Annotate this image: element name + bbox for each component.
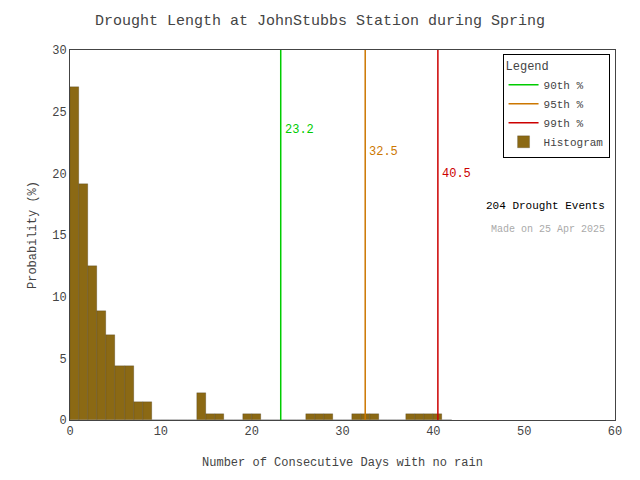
svg-text:Drought Length at JohnStubbs S: Drought Length at JohnStubbs Station dur… — [95, 13, 545, 30]
svg-text:90th %: 90th % — [544, 80, 584, 92]
svg-text:30: 30 — [335, 425, 349, 439]
svg-text:Number of Consecutive Days wit: Number of Consecutive Days with no rain — [202, 456, 483, 470]
svg-text:40: 40 — [426, 425, 440, 439]
svg-text:60: 60 — [608, 425, 622, 439]
svg-text:40.5: 40.5 — [442, 167, 471, 181]
svg-text:5: 5 — [59, 353, 66, 367]
svg-text:50: 50 — [517, 425, 531, 439]
svg-text:Histogram: Histogram — [544, 137, 604, 149]
svg-text:95th %: 95th % — [544, 99, 584, 111]
svg-text:0: 0 — [66, 425, 73, 439]
svg-text:23.2: 23.2 — [285, 123, 314, 137]
svg-text:15: 15 — [52, 229, 66, 243]
svg-text:204 Drought Events: 204 Drought Events — [486, 200, 605, 212]
svg-text:32.5: 32.5 — [369, 145, 398, 159]
svg-text:99th %: 99th % — [544, 118, 584, 130]
svg-text:Probability (%): Probability (%) — [26, 181, 40, 289]
svg-text:20: 20 — [52, 168, 66, 182]
svg-text:10: 10 — [154, 425, 168, 439]
svg-text:Made on 25 Apr 2025: Made on 25 Apr 2025 — [491, 224, 605, 235]
svg-text:Legend: Legend — [506, 60, 549, 74]
svg-text:10: 10 — [52, 291, 66, 305]
svg-text:30: 30 — [52, 44, 66, 58]
svg-text:25: 25 — [52, 106, 66, 120]
svg-text:0: 0 — [59, 414, 66, 428]
svg-text:20: 20 — [244, 425, 258, 439]
